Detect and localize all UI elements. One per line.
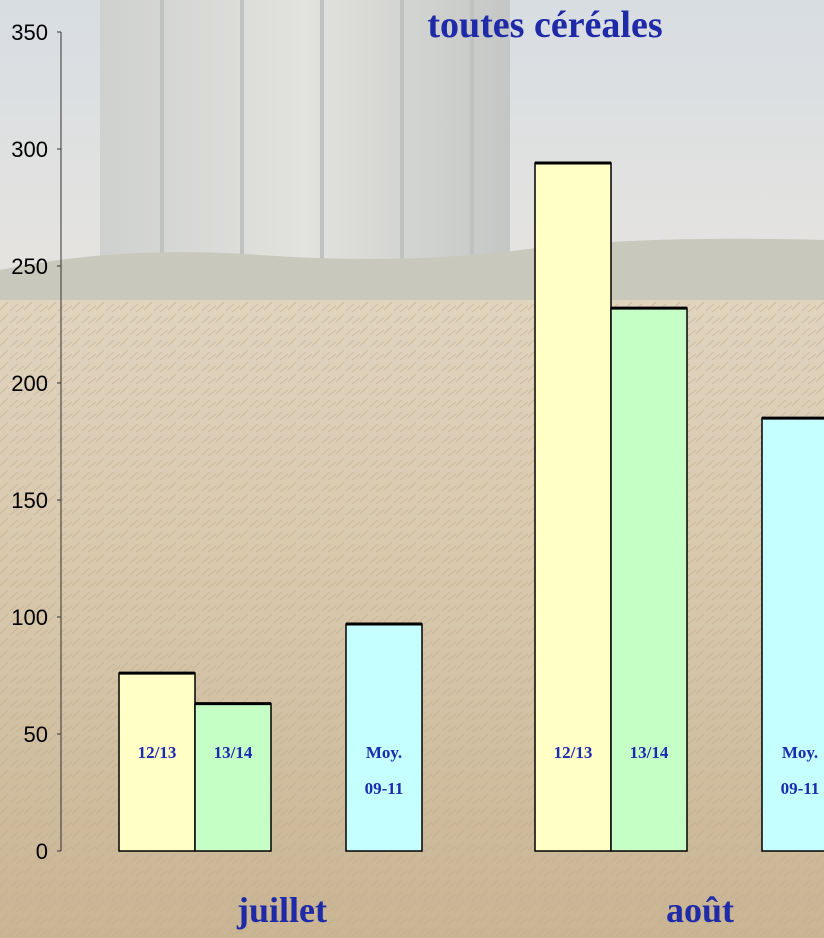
bar-label: 09-11 bbox=[781, 779, 820, 798]
y-tick-label: 100 bbox=[11, 605, 48, 630]
bar-août-2 bbox=[610, 307, 688, 852]
bar-label: 13/14 bbox=[630, 743, 669, 762]
group-labels: juillet août bbox=[236, 890, 734, 930]
category-label-2: août bbox=[666, 890, 734, 930]
y-tick-label: 350 bbox=[11, 20, 48, 45]
bar-label: Moy. bbox=[782, 743, 818, 762]
y-tick-label: 0 bbox=[36, 839, 48, 864]
chart-title: toutes céréales bbox=[427, 4, 662, 46]
bar-label: 13/14 bbox=[214, 743, 253, 762]
bar-label: 09-11 bbox=[365, 779, 404, 798]
y-tick-label: 150 bbox=[11, 488, 48, 513]
y-tick-label: 300 bbox=[11, 137, 48, 162]
bar-août-1 bbox=[534, 162, 612, 852]
bar-août-3 bbox=[761, 417, 824, 852]
bar-label: 12/13 bbox=[138, 743, 177, 762]
bar-juillet-2 bbox=[194, 702, 272, 852]
y-axis: 0 50 100 150 200 250 300 350 bbox=[11, 20, 62, 864]
bar-juillet-1 bbox=[118, 672, 196, 852]
bar-juillet-3 bbox=[345, 623, 423, 852]
category-label-1: juillet bbox=[236, 890, 327, 930]
y-tick-label: 50 bbox=[24, 722, 48, 747]
bar-label: Moy. bbox=[366, 743, 402, 762]
bar-label: 12/13 bbox=[554, 743, 593, 762]
bars bbox=[118, 161, 824, 852]
bar-labels: 12/13 13/14 Moy. 09-11 12/13 13/14 Moy. 09-11 bbox=[138, 743, 820, 798]
y-tick-label: 200 bbox=[11, 371, 48, 396]
y-tick-label: 250 bbox=[11, 254, 48, 279]
